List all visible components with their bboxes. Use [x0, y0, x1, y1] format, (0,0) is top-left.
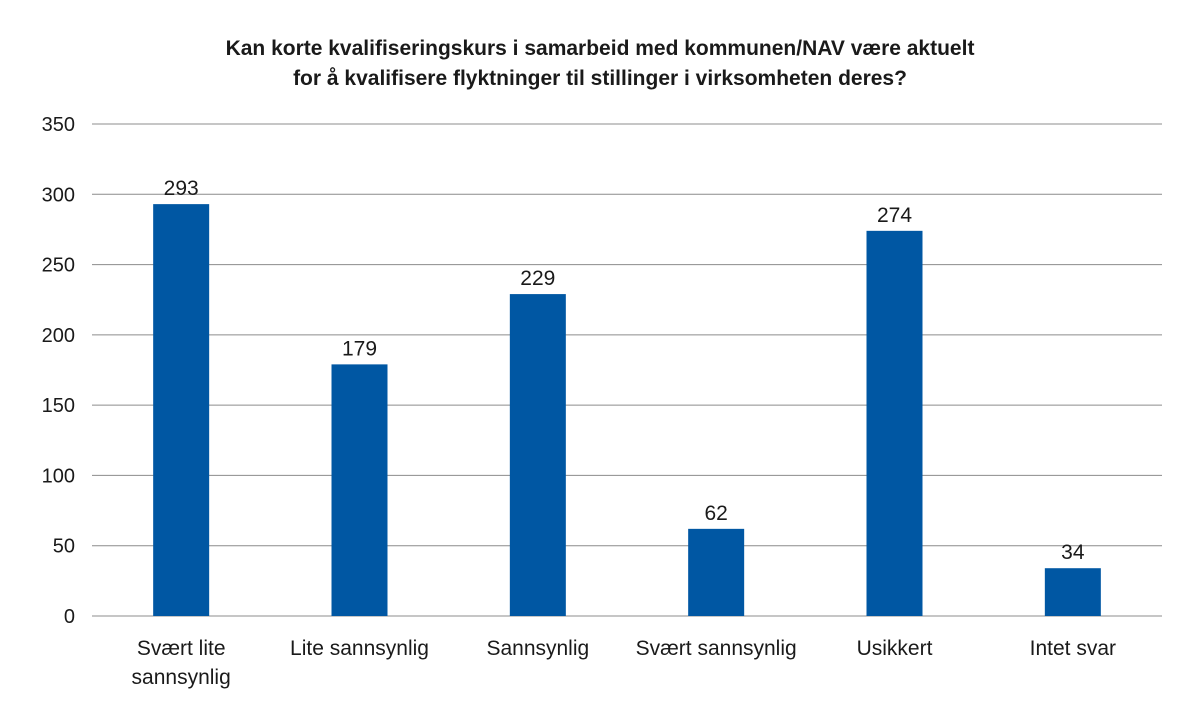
x-tick-label: Svært lite — [137, 637, 226, 660]
chart-title-line-2: for å kvalifisere flyktninger til stilli… — [293, 67, 907, 90]
y-tick-label: 100 — [42, 465, 75, 487]
x-tick-label: Lite sannsynlig — [290, 637, 429, 660]
data-label: 274 — [877, 204, 912, 227]
y-tick-label: 350 — [42, 114, 75, 136]
x-tick-label: sannsynlig — [132, 666, 231, 689]
y-tick-label: 150 — [42, 395, 75, 417]
data-label: 62 — [704, 502, 727, 525]
data-label: 293 — [164, 177, 199, 200]
x-tick-label: Usikkert — [857, 637, 933, 660]
bar — [1044, 568, 1101, 616]
y-tick-label: 50 — [53, 536, 75, 558]
data-label: 229 — [520, 267, 555, 290]
data-label: 179 — [342, 337, 377, 360]
data-label: 34 — [1061, 541, 1085, 564]
x-tick-label: Svært sannsynlig — [636, 637, 797, 660]
bar — [331, 364, 388, 616]
bar — [153, 204, 210, 616]
x-tick-label: Intet svar — [1030, 637, 1116, 660]
y-tick-label: 200 — [42, 325, 75, 347]
bar — [509, 294, 566, 616]
bar — [866, 230, 923, 616]
y-tick-label: 250 — [42, 255, 75, 277]
y-tick-label: 300 — [42, 184, 75, 206]
x-tick-label: Sannsynlig — [486, 637, 589, 660]
chart-title-line-1: Kan korte kvalifiseringskurs i samarbeid… — [226, 37, 975, 60]
y-tick-label: 0 — [64, 606, 75, 628]
bar — [688, 528, 745, 616]
